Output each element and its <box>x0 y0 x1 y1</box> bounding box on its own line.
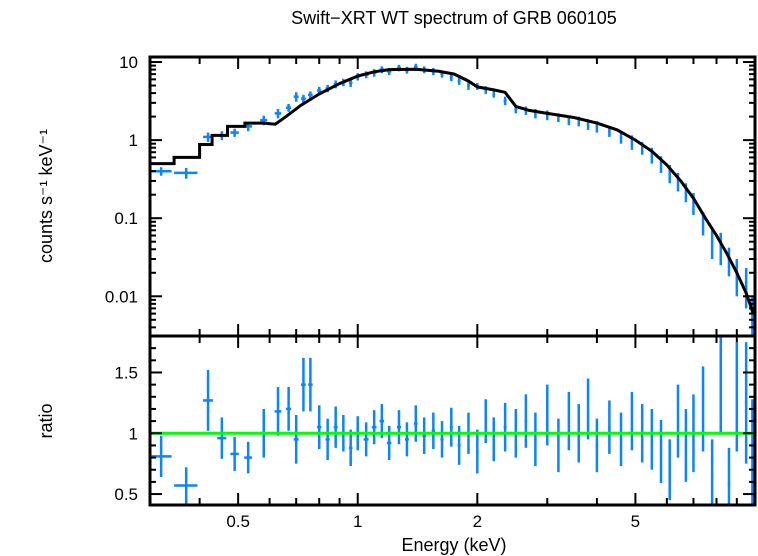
data-point <box>396 410 401 445</box>
y-tick-label: 10 <box>119 53 138 72</box>
x-tick-label: 1 <box>353 512 362 531</box>
data-point <box>274 387 282 436</box>
data-point <box>744 268 748 309</box>
ratio-panel: 0.5 1 2 5 1.5 1 0.5 <box>114 334 757 531</box>
data-point <box>586 378 590 440</box>
data-point <box>534 412 537 467</box>
data-point <box>735 342 739 452</box>
y-tick-label: 0.1 <box>114 209 138 228</box>
data-point <box>751 296 754 336</box>
data-point <box>333 406 338 448</box>
data-point <box>286 104 292 112</box>
data-point <box>244 441 253 474</box>
y-axis-label-top: counts s⁻¹ keV⁻¹ <box>36 129 56 263</box>
y-tick-label: 1 <box>129 131 138 150</box>
data-point <box>684 408 688 482</box>
data-point <box>274 109 282 119</box>
data-point <box>546 384 549 446</box>
data-point <box>230 128 239 137</box>
data-point <box>744 342 748 464</box>
data-point <box>467 81 470 90</box>
data-point <box>701 366 705 452</box>
x-tick-label: 2 <box>473 512 482 531</box>
data-point <box>608 400 611 454</box>
data-point <box>230 436 239 471</box>
data-point <box>293 415 299 464</box>
y-tick-label: 0.01 <box>105 287 138 306</box>
data-point <box>203 370 213 431</box>
data-point <box>348 429 353 467</box>
data-point <box>710 230 714 260</box>
y-tick-label: 1 <box>129 424 138 443</box>
data-point <box>308 91 313 99</box>
data-point <box>440 421 444 458</box>
plot-frame-top <box>148 55 757 338</box>
data-point <box>503 96 507 106</box>
data-point <box>650 408 654 470</box>
data-point <box>404 422 409 457</box>
data-point <box>301 94 306 103</box>
data-point <box>659 419 663 484</box>
data-point <box>676 384 680 458</box>
data-point <box>595 418 599 473</box>
data-point <box>619 412 623 467</box>
data-point <box>727 447 731 505</box>
chart-title: Swift−XRT WT spectrum of GRB 060105 <box>291 8 617 28</box>
data-point <box>413 405 418 442</box>
data-point <box>710 439 714 505</box>
data-point <box>719 232 723 266</box>
data-point <box>308 357 313 412</box>
y-tick-label: 1.5 <box>114 363 138 382</box>
data-point <box>492 417 496 462</box>
data-point <box>387 425 392 461</box>
data-point <box>719 336 723 434</box>
data-point <box>371 410 377 445</box>
data-point <box>217 417 227 459</box>
data-point <box>150 435 172 478</box>
x-tick-label: 0.5 <box>226 512 250 531</box>
data-point <box>422 417 426 454</box>
model-line <box>150 67 755 315</box>
y-axis-label-bottom: ratio <box>36 403 56 438</box>
x-tick-label: 5 <box>631 512 640 531</box>
data-point <box>567 391 571 451</box>
data-point <box>431 412 436 450</box>
data-point <box>301 357 306 412</box>
data-point <box>457 77 461 85</box>
data-point <box>476 429 479 474</box>
data-point <box>348 79 353 87</box>
data-point <box>524 394 528 448</box>
data-point <box>286 387 292 431</box>
data-point <box>325 418 330 461</box>
x-axis-label: Energy (keV) <box>401 535 506 555</box>
data-point <box>484 399 487 443</box>
data-point <box>293 92 299 102</box>
spectrum-panel: 10 1 0.1 0.01 <box>105 53 757 505</box>
data-point <box>503 402 507 452</box>
data-point <box>668 439 671 501</box>
data-point <box>174 167 198 179</box>
data-point <box>449 407 453 447</box>
data-point <box>751 399 754 505</box>
data-point <box>630 391 634 451</box>
data-point <box>174 467 198 504</box>
data-point <box>317 405 322 450</box>
data-point <box>557 418 560 473</box>
data-point <box>363 422 369 457</box>
y-tick-label: 0.5 <box>114 485 138 504</box>
